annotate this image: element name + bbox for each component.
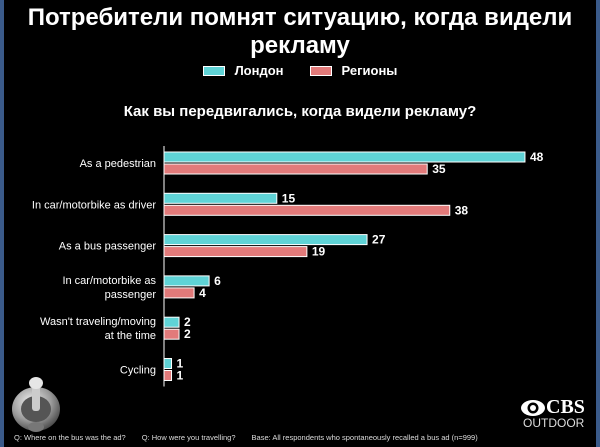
footer-q2: Q: How were you travelling? [141,433,236,442]
data-label: 2 [184,315,191,329]
legend-label-regions: Регионы [341,63,398,78]
bar-london [163,151,526,163]
legend: Лондон Регионы [0,63,600,78]
legend-label-london: Лондон [234,63,284,78]
footer-base: Base: All respondents who spontaneously … [251,433,478,442]
footer-notes: Q: Where on the bus was the ad? Q: How w… [14,433,594,442]
chart-title-line-1: Потребители помнят ситуацию, когда видел… [27,4,573,31]
legend-item-regions: Регионы [309,63,398,78]
data-label: 4 [199,286,206,300]
data-label: 1 [177,369,184,383]
footer-q1: Q: Where on the bus was the ad? [14,433,126,442]
cbs-logo-sub: OUTDOOR [523,416,585,430]
chart-title-line-2: рекламу [250,32,350,59]
category-label: Wasn't traveling/moving at the time [40,316,156,342]
chart-question: Как вы передвигались, когда видели рекла… [123,103,477,120]
legend-swatch-london [202,65,225,76]
category-label: As a bus passenger [59,241,157,253]
category-label: In car/motorbike as driver [32,199,156,211]
knob-logo-icon [12,377,60,432]
bar-regions [163,328,180,340]
cbs-logo-word: CBS [546,396,585,418]
data-label: 1 [177,357,184,371]
cbs-outdoor-logo: CBS OUTDOOR [520,396,586,432]
bar-regions [163,287,195,299]
data-label: 35 [432,162,446,176]
category-label: In car/motorbike as passenger [62,275,156,301]
data-label: 6 [214,274,221,288]
bar-london [163,192,278,204]
bar-london [163,275,210,287]
bar-london [163,234,368,246]
data-label: 2 [184,327,191,341]
category-label: Cycling [120,365,156,377]
data-label: 15 [282,191,296,205]
chart-title: Потребители помнят ситуацию, когда видел… [0,4,600,60]
data-label: 19 [312,245,326,259]
legend-item-london: Лондон [202,63,284,78]
data-label: 38 [455,203,469,217]
bar-london [163,358,173,369]
cbs-eye-icon [521,400,545,416]
bar-regions [163,204,451,216]
data-label: 27 [372,233,386,247]
bar-regions [163,246,308,258]
category-label: As a pedestrian [80,158,156,170]
legend-swatch-regions [309,65,332,76]
bar-london [163,316,180,328]
bar-regions [163,163,428,175]
data-label: 48 [530,150,544,164]
bar-regions [163,370,173,381]
